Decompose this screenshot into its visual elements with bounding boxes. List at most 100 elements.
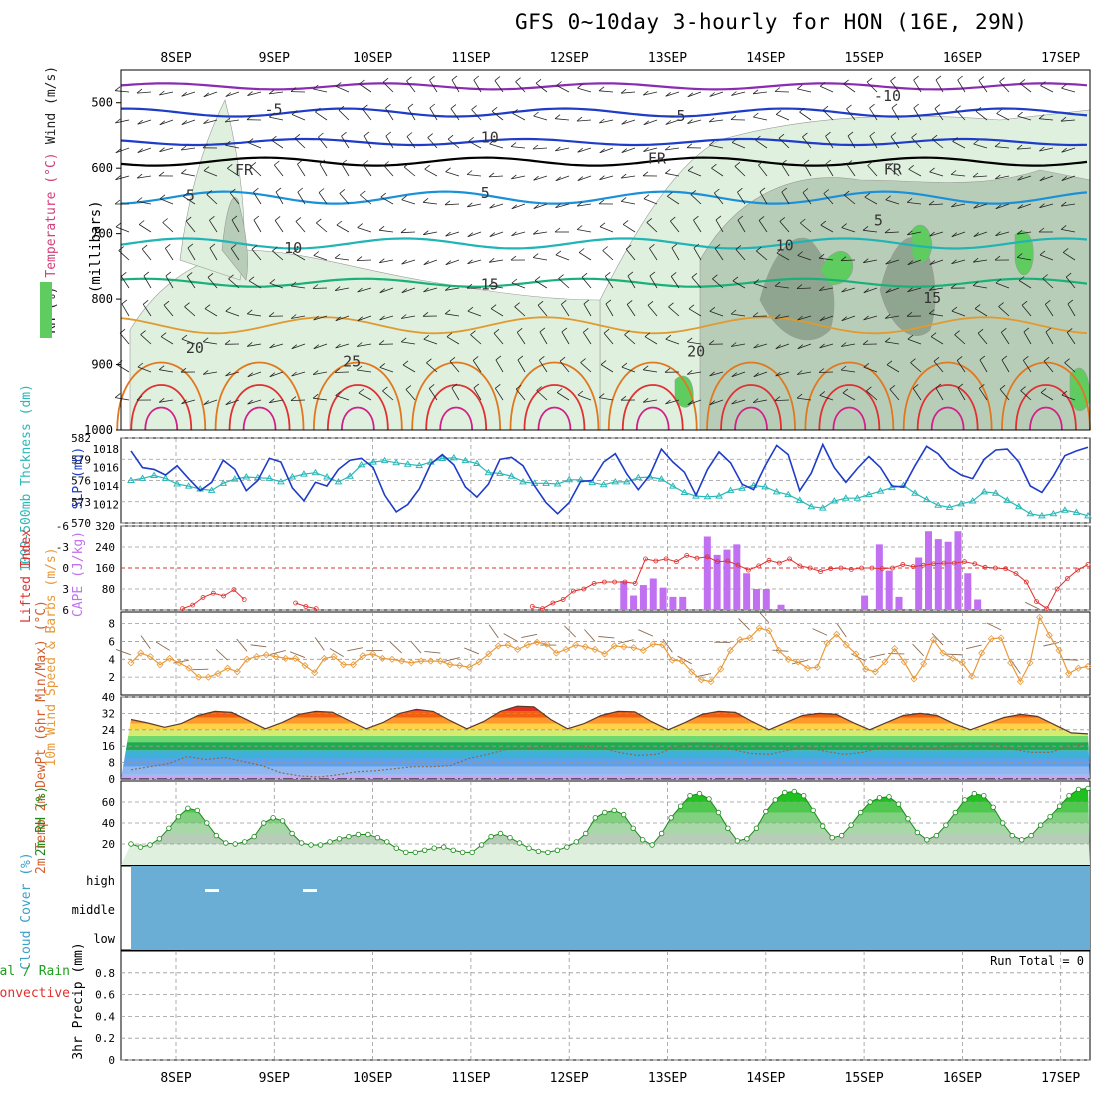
wind-barb-10m	[638, 630, 653, 636]
wind-barb	[315, 112, 327, 120]
cloud-gap	[303, 889, 317, 892]
wind-barb-flag	[121, 272, 126, 276]
wind-barb	[666, 92, 679, 96]
wind-barb-flag	[159, 172, 164, 176]
wind-barb-flag	[605, 272, 610, 276]
wind-barb	[297, 164, 305, 176]
rh-point	[186, 806, 191, 811]
wind-barb	[119, 251, 129, 260]
isotherm-label: FR	[884, 160, 903, 178]
legend-label: Temperature (°C)	[44, 152, 59, 277]
wind-barb-flag	[297, 160, 302, 164]
wind-barb-flag	[253, 188, 258, 192]
cape-bar	[925, 531, 932, 610]
wind-barb-flag	[467, 171, 472, 175]
rh-point	[404, 850, 409, 855]
rh-point	[176, 814, 181, 819]
wind-barb-10m	[141, 636, 150, 649]
wind-barb	[204, 92, 217, 97]
wind-barb-flag	[512, 279, 517, 283]
wind-barb-flag	[956, 106, 961, 110]
rh-point	[697, 791, 702, 796]
wind-barb-flag	[776, 110, 781, 114]
wind-barb-10m	[489, 625, 498, 638]
wind-barb-flag	[360, 191, 365, 195]
temp-bands	[121, 697, 1090, 787]
date-label-top: 12SEP	[550, 51, 589, 66]
wind-barb-flag	[143, 300, 148, 304]
wind-barb	[379, 230, 393, 232]
rh-point	[944, 823, 949, 828]
wind-barb-flag	[407, 77, 412, 81]
date-label-top: 17SEP	[1041, 51, 1080, 66]
wind-barb	[360, 84, 372, 92]
rh-tick: 60	[102, 796, 115, 809]
wind-barb-flag	[958, 76, 963, 80]
rh-point	[849, 823, 854, 828]
cape-tick: 80	[102, 583, 115, 596]
wind-barb-flag	[275, 216, 280, 220]
wind-barb-flag	[115, 200, 120, 204]
wind-barb-flag	[407, 133, 412, 137]
wind-barb-10m	[411, 641, 421, 653]
wind-barb	[424, 260, 437, 265]
wind-barb-flag	[386, 104, 391, 108]
wind-barb-flag	[914, 76, 919, 80]
rh-point	[328, 840, 333, 845]
wind-barb	[800, 112, 812, 120]
wind-barb	[579, 253, 591, 261]
wind-barb-flag	[536, 79, 541, 83]
wind-barb-flag	[511, 256, 516, 260]
rh-point	[138, 845, 143, 850]
cape-ylabel: CAPE (J/kg)	[71, 531, 86, 617]
wind-barb-flag	[314, 252, 319, 256]
wind-barb	[577, 230, 591, 233]
rh-point	[858, 810, 863, 815]
date-label-top: 16SEP	[943, 51, 982, 66]
rh-point	[242, 840, 247, 845]
rh-point	[1010, 833, 1015, 838]
wind-barb	[623, 224, 635, 232]
isotherm-label: 5	[874, 212, 883, 230]
wind-barb	[451, 109, 459, 120]
rh-band	[121, 834, 1090, 845]
wind-barb	[513, 113, 525, 120]
precip-tick: 0	[108, 1054, 115, 1067]
wind-barb	[753, 316, 767, 317]
wind-barb	[688, 92, 701, 97]
rh-point	[678, 804, 683, 809]
rh-point	[811, 808, 816, 813]
wind-barb-flag	[534, 112, 539, 116]
wind-barb	[489, 176, 503, 177]
wind-barb-flag	[335, 254, 340, 258]
wind-barb-flag	[579, 249, 584, 253]
rh-point	[726, 826, 731, 831]
wind-barb	[139, 225, 151, 233]
wind-barb	[339, 110, 349, 120]
rh-point	[233, 842, 238, 847]
date-label-top: 14SEP	[746, 51, 785, 66]
wind-barb	[313, 89, 327, 92]
wind-barb	[534, 204, 547, 209]
wind-barb-flag	[452, 76, 457, 80]
wind-barb	[490, 232, 503, 237]
cape-bar	[945, 542, 952, 610]
wind-barb-flag	[364, 132, 369, 136]
rh-point	[868, 800, 873, 805]
wind-barb-flag	[358, 224, 363, 228]
wind-barb	[511, 147, 525, 148]
cape-bar	[723, 550, 730, 610]
wind-barb	[116, 148, 129, 153]
wind-barb	[599, 91, 613, 92]
cape-bar	[896, 597, 903, 610]
wind-barb	[797, 89, 811, 92]
wind-barb-10m	[347, 648, 363, 651]
page-title: GFS 0~10day 3-hourly for HON (16E, 29N)	[515, 10, 1028, 34]
wind-barb-flag	[555, 115, 560, 119]
rh-point	[489, 834, 494, 839]
wind-barb	[621, 201, 635, 204]
wind-barb-flag	[139, 221, 144, 225]
wind-barb	[137, 92, 151, 93]
wind-barb-10m	[270, 650, 285, 654]
isotherm-label: 15	[923, 289, 941, 307]
